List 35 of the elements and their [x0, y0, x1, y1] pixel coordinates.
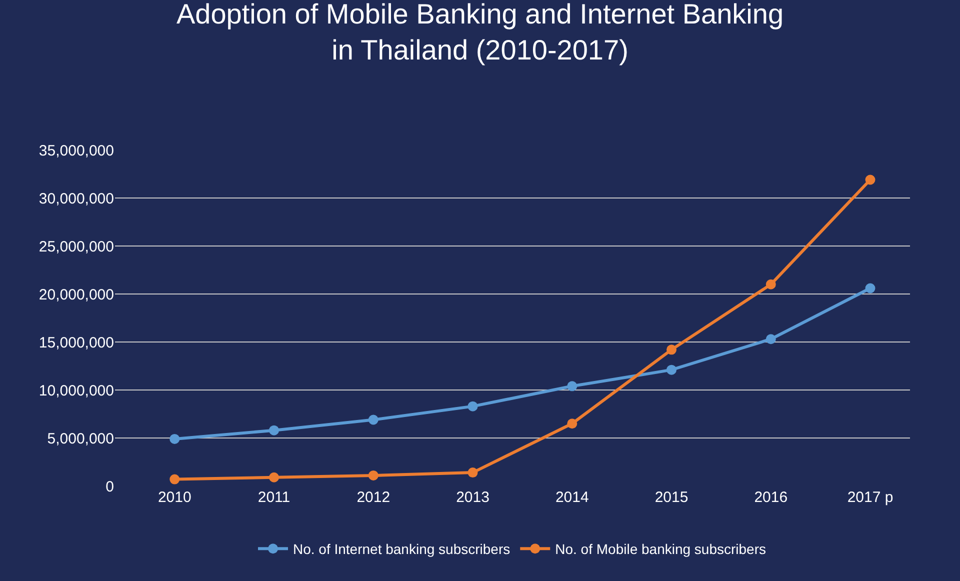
point	[269, 425, 279, 436]
point	[170, 474, 180, 484]
y-tick-label: 25,000,000	[38, 238, 114, 256]
point	[666, 364, 676, 375]
y-tick-label: 5,000,000	[47, 430, 114, 448]
x-tick-label: 2017 p	[847, 489, 894, 506]
point	[865, 174, 876, 185]
legend-label: No. of Internet banking subscribers	[293, 541, 510, 558]
point	[766, 279, 776, 290]
x-tick-label: 2015	[654, 489, 688, 506]
chart-title: Adoption of Mobile Banking and Internet Banking in Thailand (2010-2017)	[176, 0, 784, 66]
point	[468, 401, 478, 412]
y-tick-label: 0	[106, 478, 114, 496]
y-tick-label: 35,000,000	[38, 142, 114, 160]
y-tick-label: 10,000,000	[38, 382, 114, 400]
legend-label: No. of Mobile banking subscribers	[555, 541, 766, 558]
x-tick-label: 2012	[356, 489, 390, 506]
y-tick-label: 30,000,000	[38, 190, 114, 208]
point	[766, 334, 776, 344]
x-tick-label: 2013	[456, 489, 490, 506]
y-tick-label: 15,000,000	[38, 334, 114, 352]
point	[567, 381, 578, 392]
point	[567, 418, 578, 429]
x-tick-label: 2011	[258, 489, 290, 506]
point	[269, 472, 279, 482]
point	[170, 434, 180, 444]
y-tick-label: 20,000,000	[38, 286, 114, 304]
point	[368, 470, 378, 480]
point	[666, 344, 676, 355]
point	[468, 468, 478, 478]
x-tick-label: 2014	[555, 489, 589, 506]
point	[865, 283, 876, 294]
x-tick-label: 2010	[158, 489, 192, 506]
x-tick-label: 2016	[754, 489, 788, 506]
point	[368, 414, 378, 425]
